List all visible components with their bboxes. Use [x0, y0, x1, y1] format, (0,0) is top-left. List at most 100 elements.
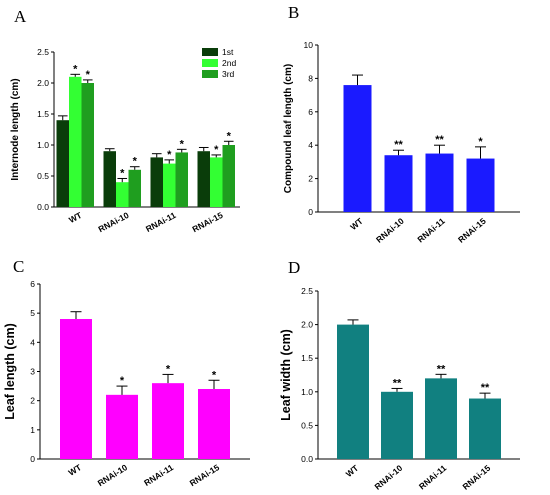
significance-mark: *	[214, 144, 219, 156]
panel-letter: A	[14, 7, 27, 26]
y-tick-label: 0.0	[37, 202, 49, 212]
y-tick-label: 10	[304, 40, 314, 50]
y-tick-label: 1.5	[37, 109, 49, 119]
significance-mark: *	[120, 167, 125, 179]
bar	[116, 182, 129, 207]
legend-label: 2nd	[222, 58, 236, 68]
bar	[106, 394, 138, 459]
y-tick-label: 2	[30, 396, 35, 406]
y-tick-label: 4	[308, 140, 313, 150]
x-tick-label: RNAi-15	[188, 462, 222, 488]
legend-swatch	[202, 70, 218, 78]
x-tick-label: RNAi-15	[461, 463, 493, 492]
y-tick-label: 6	[308, 107, 313, 117]
x-tick-label: RNAi-11	[417, 463, 449, 492]
x-tick-label: RNAi-11	[144, 210, 178, 234]
x-tick-label: WT	[67, 210, 84, 225]
y-tick-label: 2	[308, 174, 313, 184]
y-tick-label: 4	[30, 337, 35, 347]
y-tick-label: 0	[308, 207, 313, 217]
bar	[425, 378, 457, 459]
y-tick-label: 2.5	[37, 47, 49, 57]
x-tick-label: RNAi-11	[415, 216, 447, 245]
x-tick-label: RNAi-15	[456, 216, 488, 245]
y-tick-label: 1.0	[301, 387, 313, 397]
y-tick-label: 1.5	[301, 353, 313, 363]
panel-b: B 0 2 4 6 8 10 Compound leaf length (cm) WT ** RNA…	[275, 0, 550, 247]
y-axis-label: Internode length (cm)	[10, 78, 21, 180]
x-tick-label: WT	[67, 462, 84, 478]
x-tick-label: RNAi-10	[96, 462, 130, 488]
x-tick-label: WT	[344, 462, 361, 479]
significance-mark: *	[133, 156, 138, 168]
y-tick-label: 2.5	[301, 286, 313, 296]
bar	[469, 398, 501, 459]
bar	[381, 391, 413, 459]
bar	[128, 169, 141, 207]
x-tick-label: RNAi-10	[373, 463, 405, 492]
significance-mark: **	[435, 134, 444, 146]
chart-svg: D 0.0 0.5 1.0 1.5 2.0 2.5 Leaf width (cm) WT ** RN…	[279, 258, 520, 492]
significance-mark: *	[120, 375, 125, 387]
bar	[384, 155, 413, 212]
significance-mark: *	[73, 63, 78, 75]
y-tick-label: 1	[30, 425, 35, 435]
y-tick-label: 0	[30, 454, 35, 464]
significance-mark: *	[180, 138, 185, 150]
panel-letter: B	[288, 3, 299, 22]
panel-a: A 0.0 0.5 1.0 1.5 2.0 2.5 Internode length (cm)…	[0, 0, 275, 247]
y-tick-label: 0.0	[301, 454, 313, 464]
panel-letter: D	[288, 258, 300, 277]
chart-svg: B 0 2 4 6 8 10 Compound leaf length (cm) WT ** RNA…	[283, 3, 520, 245]
bar	[60, 319, 92, 459]
x-tick-label: WT	[348, 215, 365, 232]
bar	[163, 163, 176, 207]
legend-swatch	[202, 48, 218, 56]
y-axis-label: Leaf length (cm)	[3, 323, 17, 420]
y-tick-label: 0.5	[301, 420, 313, 430]
significance-mark: **	[481, 382, 490, 394]
chart-svg: C 0 1 2 3 4 5 6 Leaf length (cm) WT * RNAi-10 * RNAi-…	[3, 257, 250, 488]
bar	[466, 158, 495, 212]
bar	[150, 157, 163, 207]
legend-swatch	[202, 59, 218, 67]
chart-svg: A 0.0 0.5 1.0 1.5 2.0 2.5 Internode length (cm)…	[10, 7, 240, 234]
bar	[175, 152, 188, 207]
bar	[198, 389, 230, 459]
bar	[103, 151, 116, 207]
panel-d: D 0.0 0.5 1.0 1.5 2.0 2.5 Leaf width (cm) WT ** RN…	[275, 248, 550, 495]
y-tick-label: 1.0	[37, 140, 49, 150]
x-tick-label: RNAi-10	[97, 210, 131, 234]
significance-mark: *	[167, 149, 172, 161]
significance-mark: *	[227, 130, 232, 142]
bar	[343, 85, 372, 212]
y-tick-label: 2.0	[37, 78, 49, 88]
bar	[210, 157, 223, 207]
bar	[222, 145, 235, 207]
legend-label: 1st	[222, 47, 234, 57]
significance-mark: **	[394, 139, 403, 151]
bar	[197, 151, 210, 207]
y-tick-label: 5	[30, 308, 35, 318]
significance-mark: **	[393, 377, 402, 389]
significance-mark: *	[478, 136, 483, 148]
x-tick-label: RNAi-15	[191, 210, 225, 234]
bar	[69, 76, 82, 207]
y-axis-label: Leaf width (cm)	[279, 329, 293, 421]
bar	[425, 153, 454, 212]
panel-letter: C	[13, 257, 24, 276]
y-tick-label: 3	[30, 367, 35, 377]
bar	[56, 120, 69, 207]
significance-mark: *	[212, 369, 217, 381]
panel-c: C 0 1 2 3 4 5 6 Leaf length (cm) WT * RNAi-10 * RNAi-…	[0, 248, 275, 495]
bar	[152, 383, 184, 459]
y-tick-label: 2.0	[301, 320, 313, 330]
x-tick-label: RNAi-10	[374, 216, 406, 245]
y-tick-label: 0.5	[37, 171, 49, 181]
significance-mark: *	[86, 69, 91, 81]
y-tick-label: 8	[308, 73, 313, 83]
y-axis-label: Compound leaf length (cm)	[283, 64, 294, 193]
x-tick-label: RNAi-11	[142, 462, 175, 488]
significance-mark: *	[166, 363, 171, 375]
